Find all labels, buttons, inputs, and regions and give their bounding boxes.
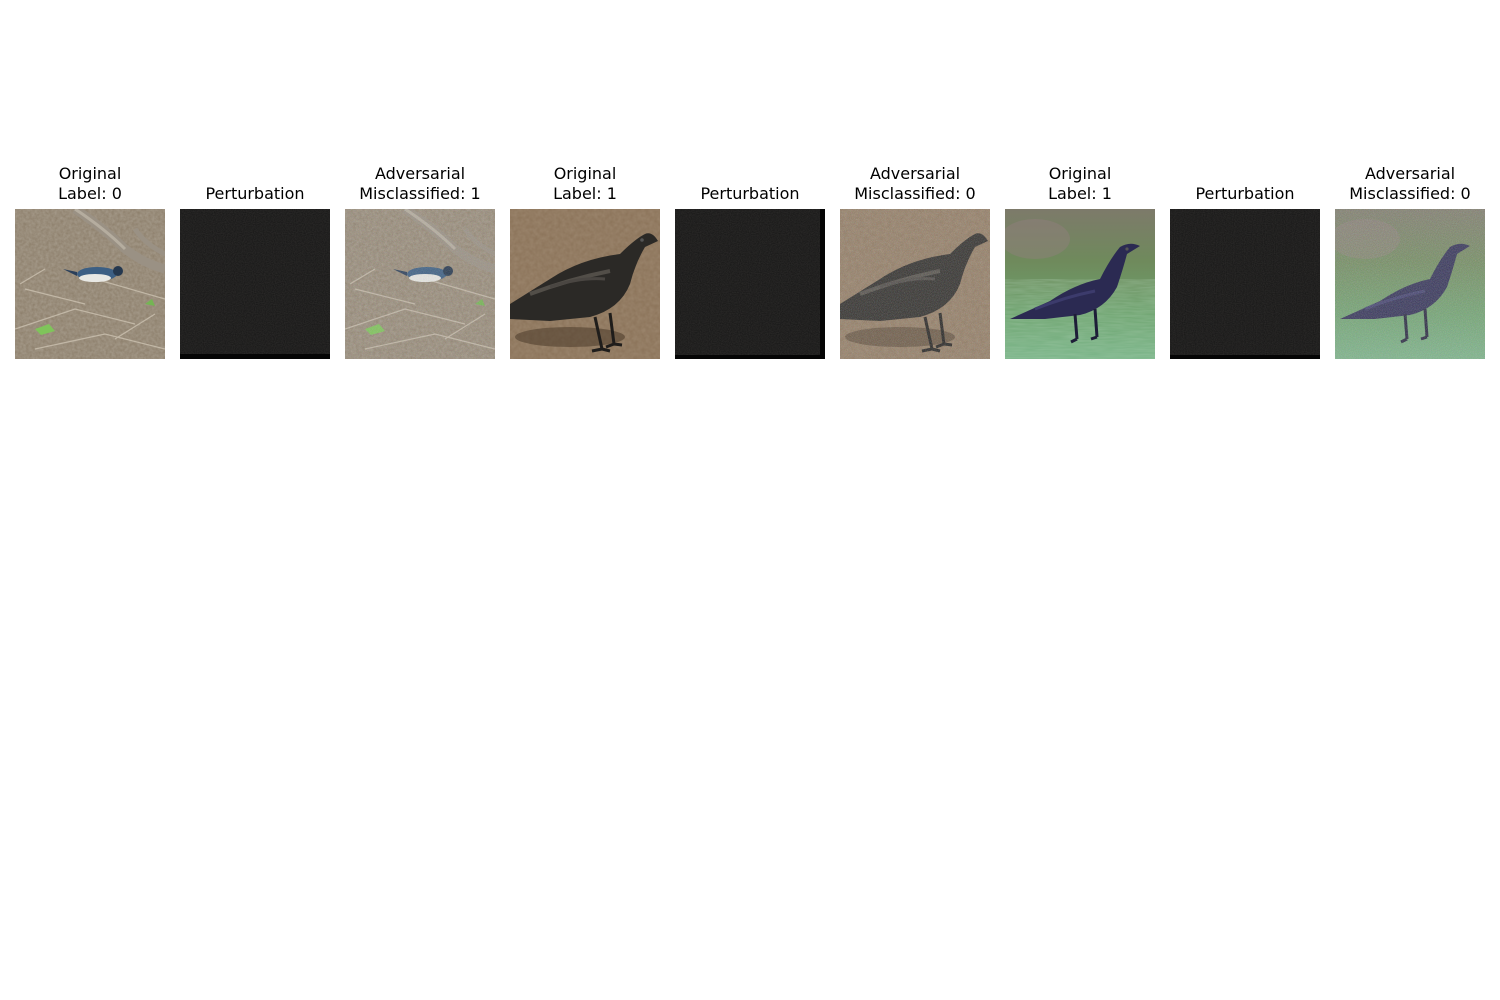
panel-title-line2: Label: 1 — [1048, 184, 1112, 203]
panel-title-line1: Original — [553, 164, 617, 183]
warbler-photo — [15, 209, 165, 359]
panel-title-line2: Perturbation — [205, 184, 305, 203]
warbler-adversarial-photo — [345, 209, 495, 359]
panel-title: Adversarial Misclassified: 0 — [820, 162, 1010, 204]
panel-title: Perturbation — [655, 162, 845, 204]
panel-title-line2: Misclassified: 0 — [1349, 184, 1471, 203]
panel-title-line2: Label: 0 — [58, 184, 122, 203]
perturbation-image — [180, 209, 330, 359]
panel-perturbation-3: Perturbation — [1170, 162, 1320, 360]
panel-title: Perturbation — [160, 162, 350, 204]
panel-title: Original Label: 1 — [985, 162, 1175, 204]
panel-adversarial-1: Adversarial Misclassified: 1 — [345, 162, 495, 360]
panel-title: Original Label: 0 — [0, 162, 185, 204]
panel-original-1: Original Label: 0 — [15, 162, 165, 360]
panel-title: Original Label: 1 — [490, 162, 680, 204]
panel-title-line1: Original — [1048, 164, 1112, 183]
panel-title-line2: Misclassified: 0 — [854, 184, 976, 203]
perturbation-image — [675, 209, 825, 359]
crow-dirt-adversarial-photo — [840, 209, 990, 359]
panel-title: Adversarial Misclassified: 1 — [325, 162, 515, 204]
panel-title-line1: Adversarial — [1364, 164, 1456, 183]
panel-perturbation-1: Perturbation — [180, 162, 330, 360]
panel-title-line2: Label: 1 — [553, 184, 617, 203]
perturbation-image — [1170, 209, 1320, 359]
panel-title-line2: Perturbation — [1195, 184, 1295, 203]
panel-original-2: Original Label: 1 — [510, 162, 660, 360]
panel-title: Perturbation — [1150, 162, 1340, 204]
panel-original-3: Original Label: 1 — [1005, 162, 1155, 360]
panel-adversarial-2: Adversarial Misclassified: 0 — [840, 162, 990, 360]
panel-perturbation-2: Perturbation — [675, 162, 825, 360]
panel-title-line2: Misclassified: 1 — [359, 184, 481, 203]
panel-title-line1: Original — [58, 164, 122, 183]
panel-title-line2: Perturbation — [700, 184, 800, 203]
panel-title-line1: Adversarial — [374, 164, 466, 183]
panel-adversarial-3: Adversarial Misclassified: 0 — [1335, 162, 1485, 360]
crow-grass-adversarial-photo — [1335, 209, 1485, 359]
crow-grass-photo — [1005, 209, 1155, 359]
crow-dirt-photo — [510, 209, 660, 359]
panel-title: Adversarial Misclassified: 0 — [1315, 162, 1500, 204]
panel-title-line1: Adversarial — [869, 164, 961, 183]
